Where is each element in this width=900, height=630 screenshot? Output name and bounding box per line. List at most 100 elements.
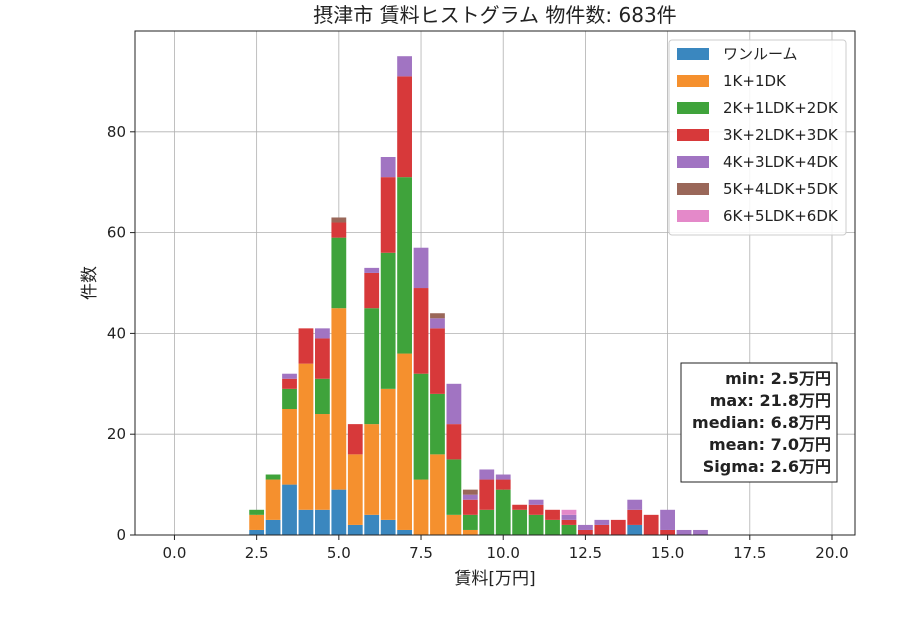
histogram-bar [347, 454, 363, 525]
legend-swatch [677, 129, 709, 141]
histogram-bar [397, 56, 412, 77]
histogram-bar [462, 514, 478, 530]
histogram-bar [479, 479, 495, 510]
histogram-bar [298, 328, 314, 364]
histogram-bar [545, 509, 560, 520]
histogram-bar [578, 524, 593, 530]
histogram-bar [315, 414, 330, 510]
histogram-bar [446, 424, 462, 460]
y-tick-label: 80 [107, 123, 126, 141]
y-tick-label: 0 [116, 526, 126, 544]
histogram-bar [380, 157, 396, 178]
histogram-bar [380, 519, 396, 535]
histogram-bar [660, 509, 675, 530]
histogram-bar [249, 514, 265, 530]
histogram-bar [479, 469, 495, 480]
chart-title: 摂津市 賃料ヒストグラム 物件数: 683件 [313, 3, 676, 27]
histogram-bar [512, 509, 528, 535]
bars [249, 56, 708, 535]
stats-line: mean: 7.0万円 [709, 435, 831, 454]
histogram-bar [594, 519, 610, 525]
histogram-bar [430, 318, 445, 329]
x-tick-label: 5.0 [327, 544, 351, 562]
histogram-bar [249, 529, 265, 535]
histogram-bar [430, 393, 445, 455]
histogram-bar [331, 489, 347, 535]
legend-swatch [677, 156, 709, 168]
histogram-bar [561, 509, 577, 515]
histogram-bar [298, 363, 314, 510]
histogram-bar [380, 388, 396, 520]
x-axis-label: 賃料[万円] [454, 569, 535, 589]
histogram-bar [331, 222, 347, 238]
legend-label: 1K+1DK [723, 72, 787, 90]
histogram-bar [479, 509, 495, 535]
histogram-bar [446, 459, 462, 515]
stats-box: min: 2.5万円 max: 21.8万円 median: 6.8万円 mean: … [680, 362, 838, 483]
histogram-bar [364, 267, 380, 273]
histogram-bar [430, 328, 445, 394]
histogram-bar [249, 509, 265, 515]
legend-swatch [677, 102, 709, 114]
histogram-bar [676, 529, 692, 535]
histogram-bar [627, 499, 643, 510]
x-tick-label: 15.0 [651, 544, 684, 562]
histogram-bar [331, 237, 347, 309]
y-axis-label: 件数 [80, 266, 100, 300]
histogram-bar [331, 308, 347, 490]
y-tick-label: 20 [107, 425, 126, 443]
histogram-bar [462, 499, 478, 515]
histogram-bar [528, 514, 544, 535]
stats-line: median: 6.8万円 [692, 413, 831, 432]
histogram-bar [610, 519, 626, 535]
histogram-bar [561, 524, 577, 535]
histogram-bar [413, 247, 429, 289]
plot-frame [134, 30, 856, 536]
x-axis-ticks: 0.0 2.5 5.0 7.5 10.0 12.5 15.0 17.5 20.0 [163, 535, 849, 562]
histogram-bar [364, 424, 380, 515]
x-tick-label: 2.5 [245, 544, 269, 562]
legend-swatch [677, 48, 709, 60]
histogram-bar [578, 529, 593, 535]
histogram-bar [265, 474, 281, 480]
histogram-bar [430, 313, 445, 319]
x-tick-label: 7.5 [409, 544, 433, 562]
histogram-bar [298, 509, 314, 535]
histogram-bar [446, 383, 462, 425]
histogram-bar [413, 479, 429, 535]
histogram-bar [282, 388, 297, 409]
y-axis-ticks: 0 20 40 60 80 [107, 123, 135, 544]
histogram-bar [693, 529, 708, 535]
histogram-bar [495, 474, 511, 480]
histogram-bar [397, 529, 412, 535]
histogram-bar [528, 504, 544, 515]
histogram-bar [282, 409, 297, 485]
histogram-bar [282, 378, 297, 389]
y-tick-label: 40 [107, 324, 126, 342]
histogram-bar [265, 479, 281, 520]
histogram-bar [561, 514, 577, 520]
legend-swatch [677, 183, 709, 195]
histogram-bar [627, 524, 643, 535]
x-tick-label: 20.0 [815, 544, 848, 562]
histogram-bar [315, 338, 330, 379]
histogram-bar [594, 524, 610, 535]
histogram-bar [380, 252, 396, 389]
histogram-bar [446, 514, 462, 535]
histogram-bar [315, 328, 330, 339]
legend-frame [668, 39, 847, 236]
histogram-bar [364, 514, 380, 535]
stats-line: max: 21.8万円 [710, 391, 831, 410]
histogram-bar [413, 373, 429, 480]
histogram-bar [315, 378, 330, 415]
stats-line: Sigma: 2.6万円 [703, 457, 831, 476]
histogram-bar [397, 177, 412, 354]
histogram-bar [364, 308, 380, 425]
legend-label: 6K+5LDK+6DK [723, 207, 839, 225]
histogram-bar [331, 217, 347, 223]
histogram-bar [627, 509, 643, 525]
legend-swatch [677, 75, 709, 87]
histogram-bar [495, 479, 511, 490]
histogram-bar [545, 519, 560, 535]
